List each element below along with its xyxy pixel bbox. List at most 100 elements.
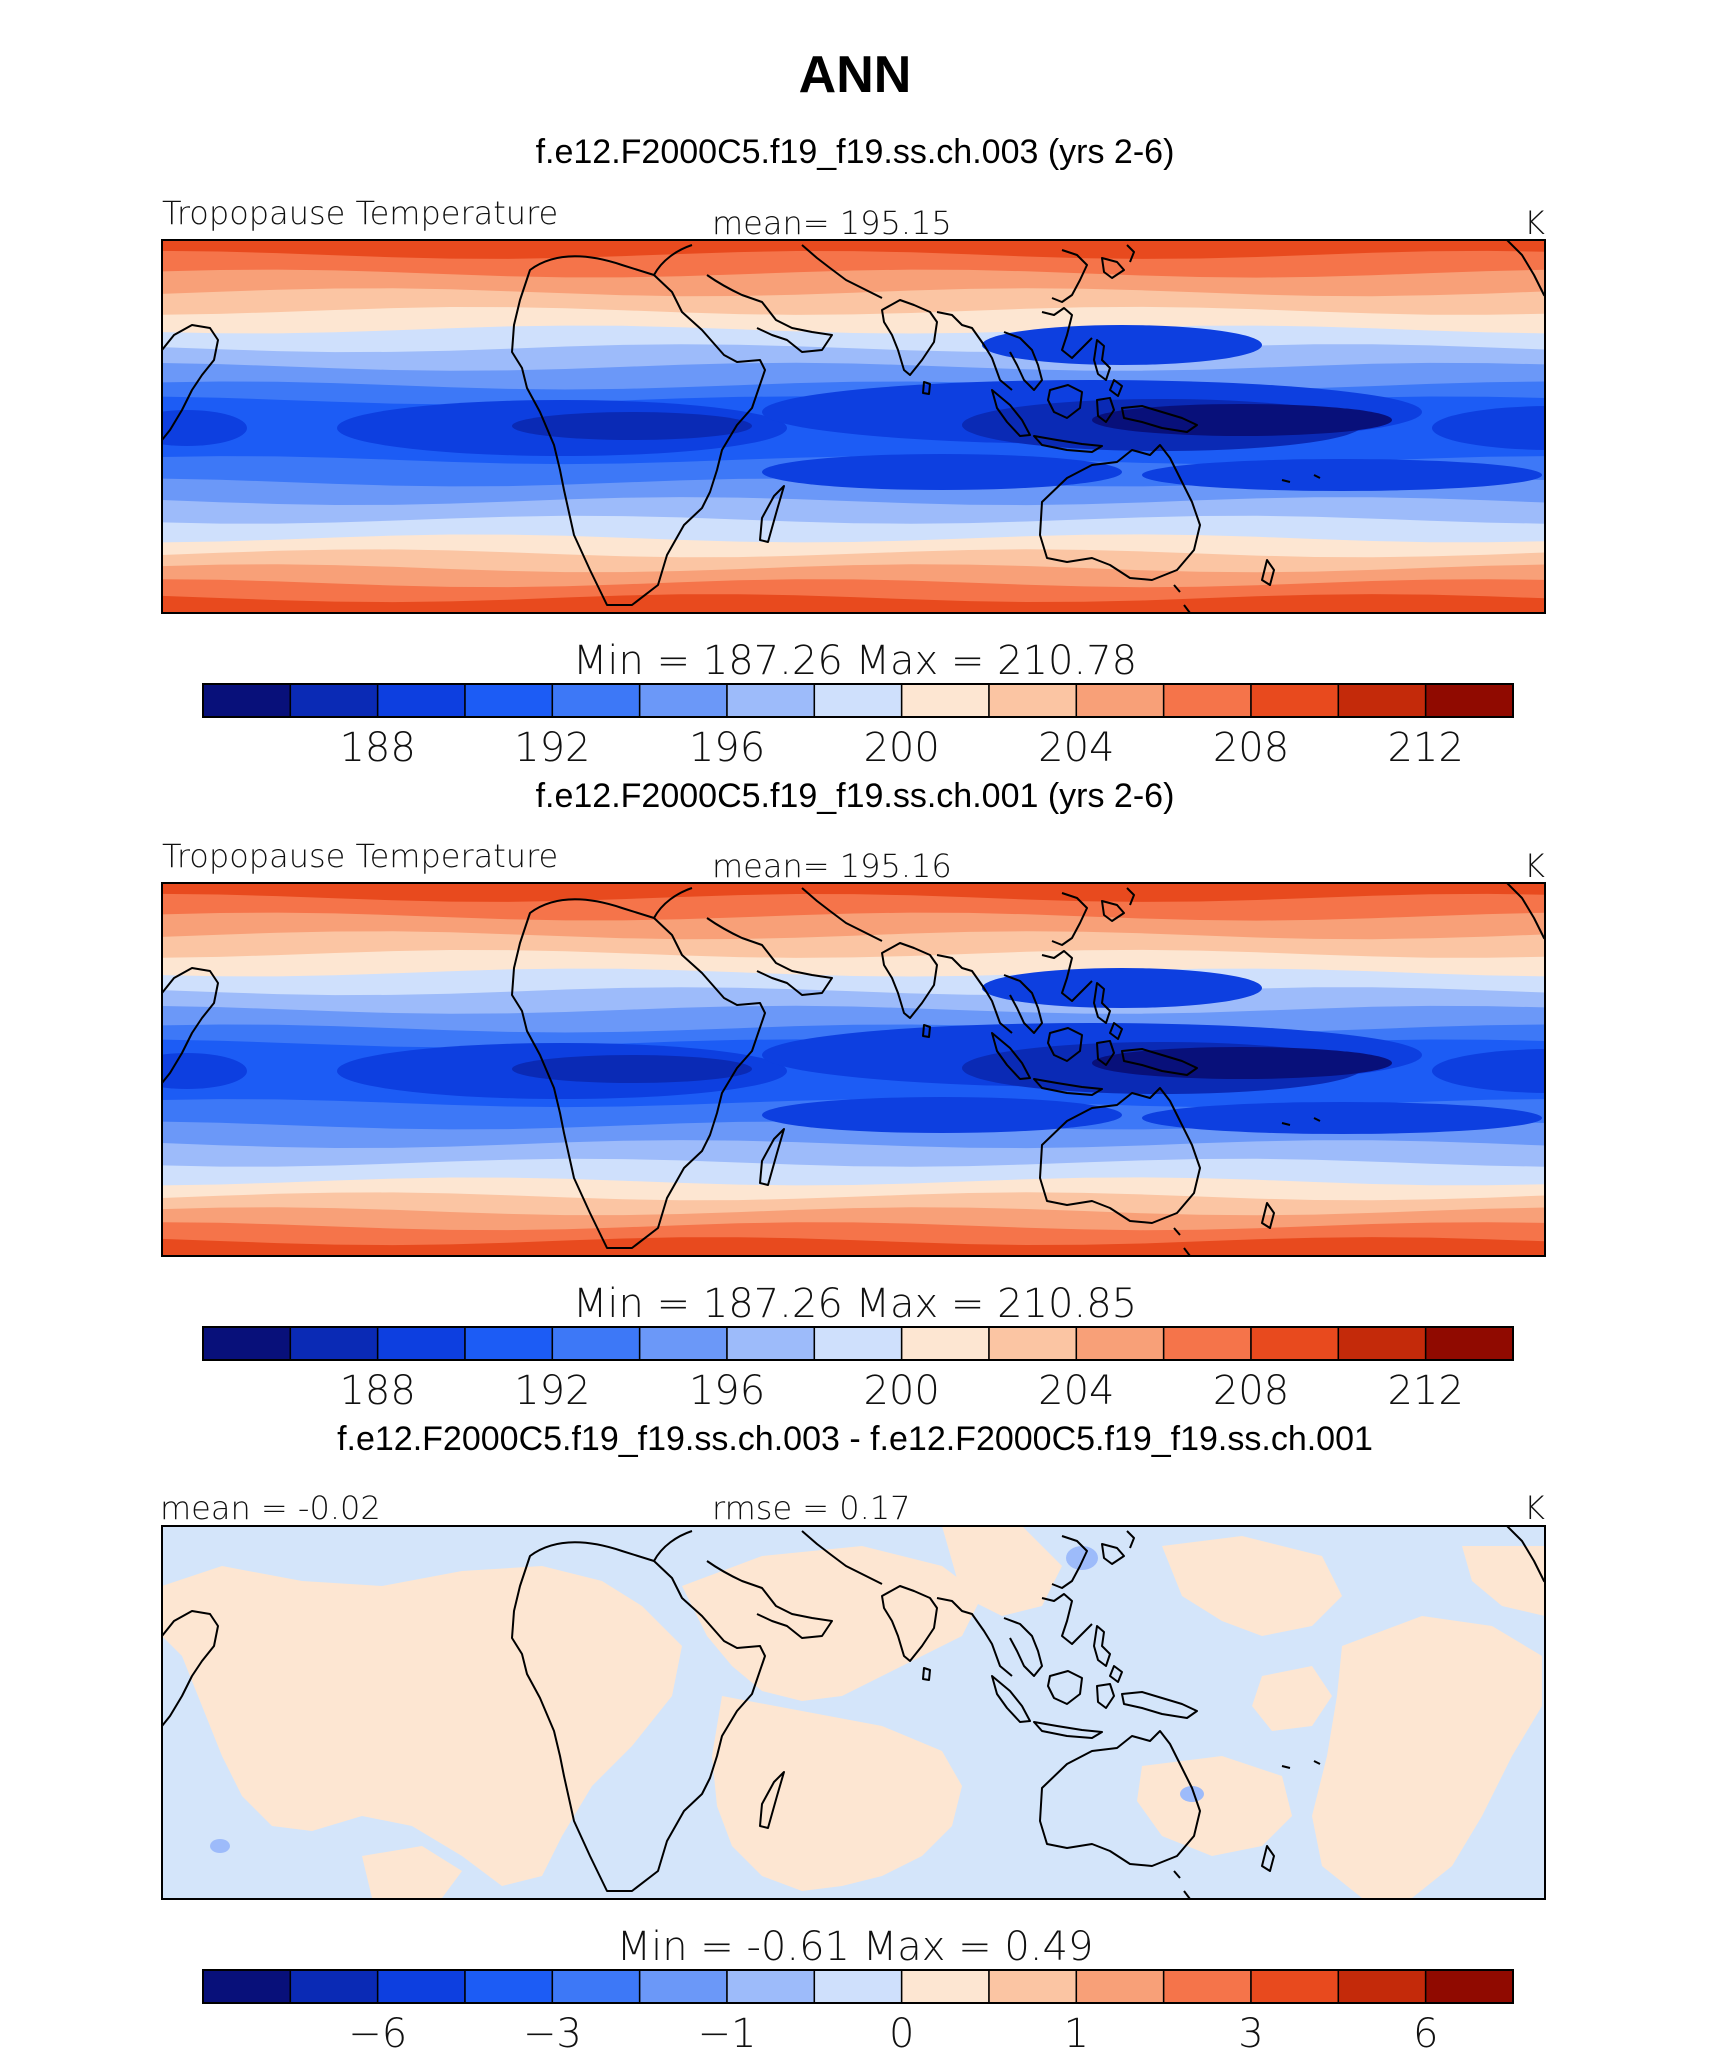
panel-1-cold-core-9	[162, 410, 247, 446]
panel-2-cold-cores	[162, 968, 1545, 1134]
panel-1-band-17	[162, 594, 1545, 613]
panel-1-mean-label: mean= 195.15	[712, 204, 952, 242]
panel-1-variable-label: Tropopause Temperature	[162, 194, 558, 232]
colorbar-1-tick-label-1: 192	[514, 725, 590, 771]
panel-2-variable-label: Tropopause Temperature	[162, 837, 558, 875]
colorbar-3-tick-label-3: 0	[889, 2011, 914, 2057]
colorbar-2-swatch-0	[202, 1326, 292, 1361]
panel-3: f.e12.F2000C5.f19_f19.ss.ch.003 - f.e12.…	[160, 1420, 1546, 2057]
panel-1-cold-core-6	[762, 454, 1122, 490]
colorbar-2-tick-label-2: 196	[689, 1368, 765, 1414]
panel-3-map	[162, 1526, 1545, 1899]
panel-3-positive-patch-9	[362, 1846, 462, 1898]
colorbar-3-swatch-13	[1337, 1969, 1427, 2004]
panel-3-positive-patch-3	[942, 1526, 1062, 1616]
colorbar-2-tick-label-4: 204	[1038, 1368, 1114, 1414]
panel-1: f.e12.F2000C5.f19_f19.ss.ch.003 (yrs 2-6…	[161, 133, 1546, 771]
colorbar-2-swatch-4	[551, 1326, 641, 1361]
panel-2-mean-label: mean= 195.16	[712, 847, 952, 885]
colorbar-3-swatch-2	[376, 1969, 466, 2004]
colorbar-3-tick-label-6: 6	[1413, 2011, 1438, 2057]
panel-1-cold-core-1	[512, 412, 752, 440]
panel-2-cold-core-1	[512, 1055, 752, 1083]
colorbar-3-swatch-0	[202, 1969, 292, 2004]
colorbar-1-swatch-0	[202, 683, 292, 718]
figure-title: ANN	[799, 46, 912, 104]
colorbar-3-tick-label-0: −6	[348, 2011, 407, 2057]
panel-2-colorbar: 188 192 196 200 204 208 212	[202, 1326, 1514, 1414]
colorbar-2-swatch-12	[1250, 1326, 1340, 1361]
colorbar-3-tick-label-5: 3	[1238, 2011, 1263, 2057]
panel-2: f.e12.F2000C5.f19_f19.ss.ch.001 (yrs 2-6…	[161, 777, 1546, 1414]
colorbar-3-swatch-5	[638, 1969, 728, 2004]
colorbar-1-tick-label-2: 196	[689, 725, 765, 771]
colorbar-1-swatch-2	[376, 683, 466, 718]
panel-2-cold-core-9	[162, 1053, 247, 1089]
colorbar-3-outline	[202, 1969, 1514, 2004]
colorbar-1-tick-label-4: 204	[1038, 725, 1114, 771]
colorbar-2-swatch-10	[1075, 1326, 1165, 1361]
panel-3-positive-patch-5	[1137, 1756, 1292, 1856]
panel-1-cold-core-7	[1142, 459, 1542, 491]
colorbar-3-swatch-1	[289, 1969, 379, 2004]
colorbar-3-swatch-9	[988, 1969, 1078, 2004]
panel-1-frame	[161, 239, 1546, 614]
panel-2-cold-core-7	[1142, 1102, 1542, 1134]
panel-3-positive-patch-7	[1252, 1666, 1332, 1731]
colorbar-2-swatch-6	[726, 1326, 816, 1361]
panel-2-minmax: Min = 187.26 Max = 210.85	[573, 1281, 1137, 1327]
panel-3-positive-patch-1	[682, 1546, 982, 1701]
panel-1-units-label: K	[1524, 204, 1545, 242]
colorbar-3-swatch-14	[1424, 1969, 1514, 2004]
colorbar-2-swatch-14	[1424, 1326, 1514, 1361]
colorbar-3-swatch-6	[726, 1969, 816, 2004]
colorbar-3-swatch-12	[1250, 1969, 1340, 2004]
panel-3-colorbar: −6 −3 −1 0 1 3 6	[202, 1969, 1514, 2057]
colorbar-2-tick-label-3: 200	[863, 1368, 939, 1414]
panel-3-minmax: Min = -0.61 Max = 0.49	[617, 1924, 1094, 1970]
panel-2-cold-core-8	[1432, 1049, 1545, 1093]
colorbar-1-swatch-12	[1250, 683, 1340, 718]
colorbar-3-tick-label-2: −1	[698, 2011, 757, 2057]
colorbar-2-tick-label-6: 212	[1387, 1368, 1463, 1414]
colorbar-2-swatch-1	[289, 1326, 379, 1361]
colorbar-2-swatch-3	[464, 1326, 554, 1361]
colorbar-2-tick-label-0: 188	[339, 1368, 415, 1414]
colorbar-1-tick-label-3: 200	[863, 725, 939, 771]
panel-3-positive-patch-8	[1462, 1546, 1545, 1616]
colorbar-2-swatch-7	[813, 1326, 903, 1361]
colorbar-1-tick-label-5: 208	[1213, 725, 1289, 771]
colorbar-1-swatch-7	[813, 683, 903, 718]
colorbar-1-swatch-11	[1162, 683, 1252, 718]
colorbar-1-swatch-9	[988, 683, 1078, 718]
panel-3-mean-label: mean = -0.02	[160, 1489, 381, 1527]
panel-1-map	[162, 240, 1545, 613]
panel-1-cold-core-3	[982, 325, 1262, 365]
panel-3-frame	[161, 1525, 1546, 1900]
colorbar-3-swatch-3	[464, 1969, 554, 2004]
panel-1-colorbar: 188 192 196 200 204 208 212	[202, 683, 1514, 771]
panel-2-frame	[161, 882, 1546, 1257]
panel-2-map	[162, 883, 1545, 1256]
colorbar-2-swatch-9	[988, 1326, 1078, 1361]
colorbar-2-swatch-8	[900, 1326, 990, 1361]
colorbar-3-swatch-10	[1075, 1969, 1165, 2004]
colorbar-2-swatch-5	[638, 1326, 728, 1361]
panel-3-positive-patch-6	[1312, 1616, 1542, 1898]
panel-3-positive-patches	[162, 1526, 1545, 1898]
panel-3-positive-patch-0	[162, 1566, 682, 1886]
colorbar-1-swatch-6	[726, 683, 816, 718]
colorbar-1-swatch-14	[1424, 683, 1514, 718]
colorbar-1-outline	[202, 683, 1514, 718]
panel-2-title: f.e12.F2000C5.f19_f19.ss.ch.001 (yrs 2-6…	[536, 777, 1175, 815]
panel-3-units-label: K	[1524, 1489, 1545, 1527]
colorbar-3-swatch-7	[813, 1969, 903, 2004]
panel-2-units-label: K	[1524, 847, 1545, 885]
colorbar-3-swatch-4	[551, 1969, 641, 2004]
panel-1-cold-core-8	[1432, 406, 1545, 450]
colorbar-2-swatch-13	[1337, 1326, 1427, 1361]
colorbar-1-swatch-4	[551, 683, 641, 718]
panel-3-positive-patch-4	[1162, 1536, 1342, 1636]
panel-1-minmax: Min = 187.26 Max = 210.78	[573, 638, 1137, 684]
